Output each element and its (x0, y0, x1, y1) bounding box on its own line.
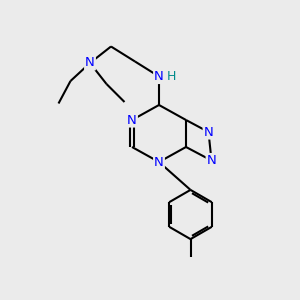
Text: N: N (207, 154, 216, 167)
Text: N: N (85, 56, 95, 70)
Text: N: N (154, 70, 164, 83)
Text: N: N (154, 155, 164, 169)
Text: N: N (204, 125, 213, 139)
Text: H: H (167, 70, 176, 83)
Text: N: N (127, 113, 137, 127)
